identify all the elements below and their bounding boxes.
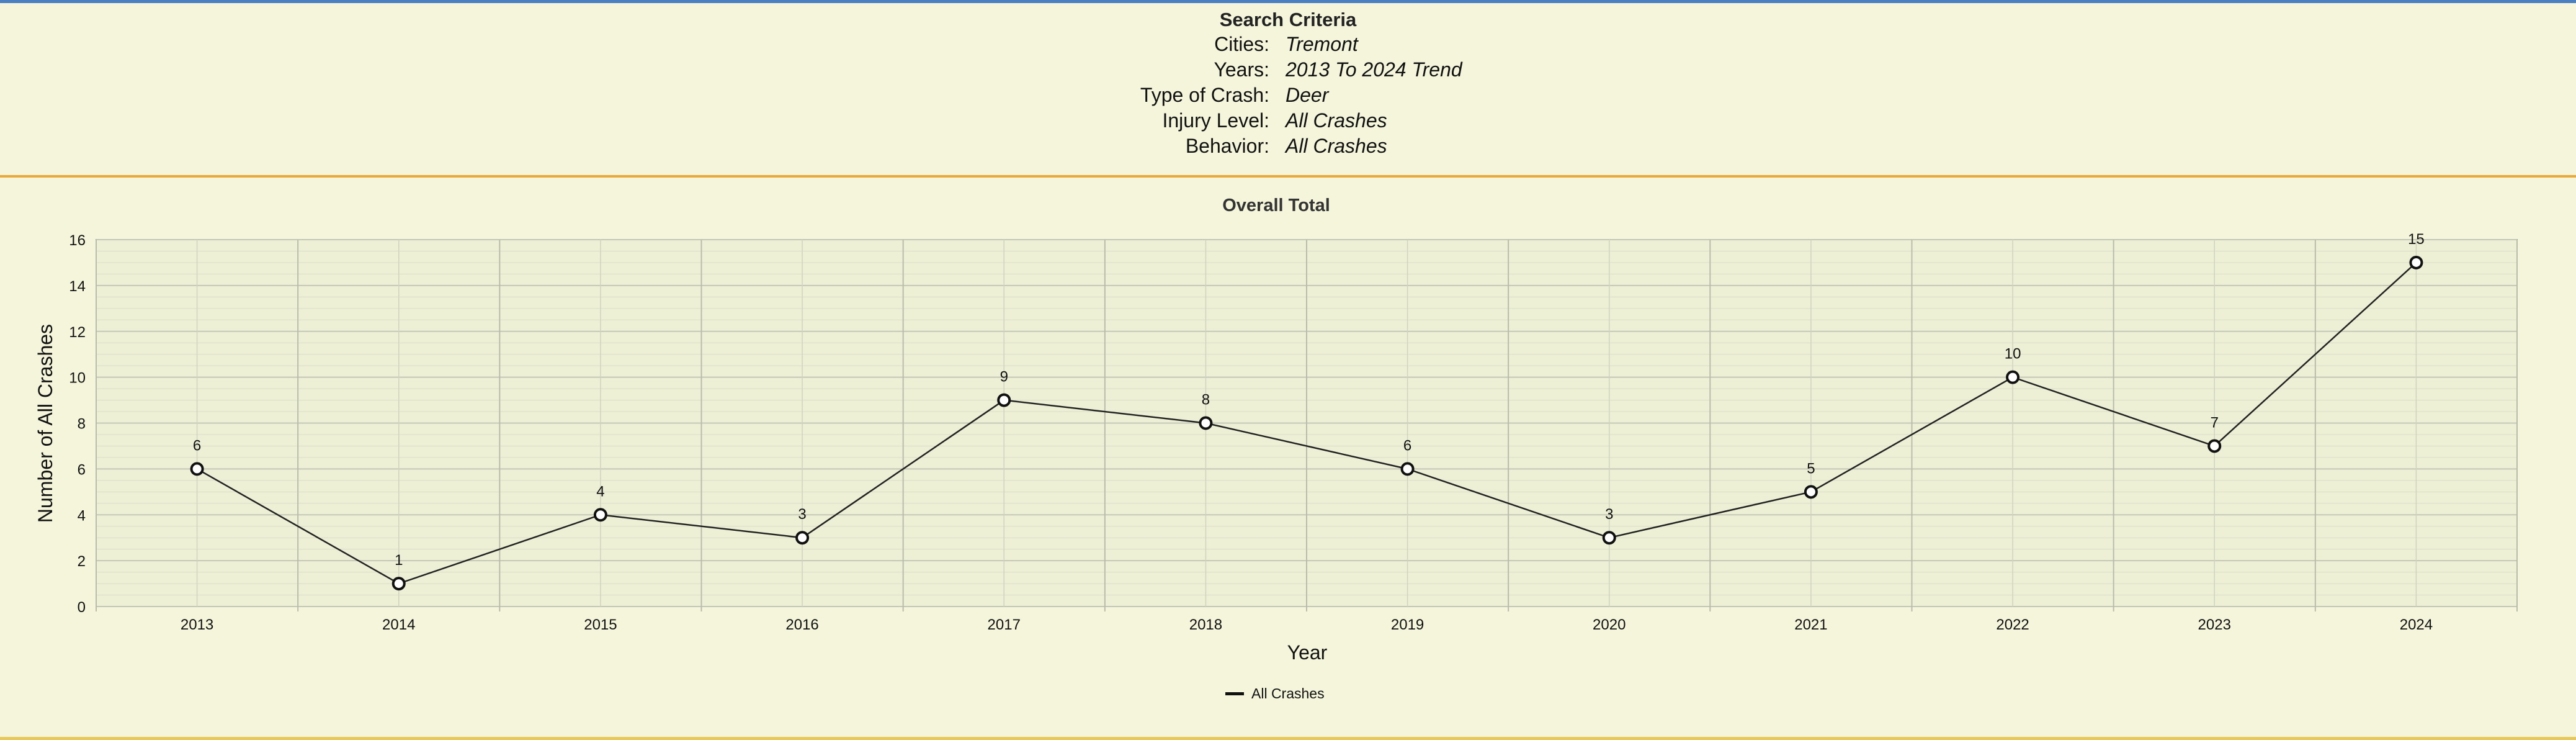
data-point[interactable] xyxy=(1400,462,1415,476)
criteria-row-injury-level: Injury Level: All Crashes xyxy=(0,109,2576,135)
data-point[interactable] xyxy=(997,393,1011,407)
data-label: 3 xyxy=(1605,506,1613,523)
x-tick-label: 2017 xyxy=(988,616,1021,633)
section-divider xyxy=(0,175,2576,178)
y-tick-label: 16 xyxy=(69,232,86,249)
chart-legend[interactable]: All Crashes xyxy=(1225,683,1325,704)
criteria-label: Cities: xyxy=(1214,33,1269,55)
criteria-value: All Crashes xyxy=(1286,135,1387,157)
data-point[interactable] xyxy=(391,577,406,591)
criteria-label: Years: xyxy=(1214,58,1269,81)
data-point[interactable] xyxy=(1199,416,1213,430)
y-tick-label: 12 xyxy=(69,324,86,341)
criteria-value: All Crashes xyxy=(1286,109,1387,132)
criteria-row-type-of-crash: Type of Crash: Deer xyxy=(0,84,2576,110)
data-point[interactable] xyxy=(2207,439,2222,453)
criteria-label: Injury Level: xyxy=(1162,109,1269,132)
series-all-crashes: 6 1 4 3 9 8 6 3 5 10 7 15 xyxy=(190,231,2425,591)
criteria-value: 2013 To 2024 Trend xyxy=(1286,58,1462,81)
data-point[interactable] xyxy=(795,531,810,545)
grid-lines xyxy=(96,239,2518,611)
y-tick-label: 4 xyxy=(78,507,86,524)
y-tick-label: 10 xyxy=(69,370,86,387)
legend-label: All Crashes xyxy=(1251,685,1325,702)
criteria-row-years: Years: 2013 To 2024 Trend xyxy=(0,58,2576,84)
x-tick-label: 2020 xyxy=(1593,616,1626,633)
x-tick-label: 2024 xyxy=(2400,616,2433,633)
data-label: 6 xyxy=(193,437,201,454)
data-label: 5 xyxy=(1807,460,1815,477)
criteria-row-behavior: Behavior: All Crashes xyxy=(0,135,2576,161)
x-tick-label: 2018 xyxy=(1189,616,1222,633)
chart-title: Overall Total xyxy=(1222,196,1330,215)
x-tick-label: 2019 xyxy=(1391,616,1424,633)
y-tick-label: 6 xyxy=(78,461,86,478)
data-label: 7 xyxy=(2211,414,2219,431)
x-tick-label: 2013 xyxy=(181,616,213,633)
data-point[interactable] xyxy=(2006,370,2020,384)
search-criteria-title: Search Criteria xyxy=(1219,9,1357,30)
data-label: 10 xyxy=(2005,346,2021,363)
search-criteria-panel: Search Criteria Cities: Tremont Years: 2… xyxy=(0,5,2576,173)
data-point[interactable] xyxy=(593,508,607,522)
bottom-rule xyxy=(0,737,2576,740)
data-point[interactable] xyxy=(190,462,204,476)
data-label: 15 xyxy=(2408,231,2425,248)
data-point[interactable] xyxy=(1602,531,1616,545)
top-rule xyxy=(0,0,2576,3)
x-tick-label: 2022 xyxy=(1996,616,2029,633)
criteria-label: Behavior: xyxy=(1185,135,1269,157)
data-label: 4 xyxy=(596,483,604,500)
x-tick-label: 2023 xyxy=(2198,616,2231,633)
x-tick-label: 2015 xyxy=(584,616,617,633)
y-tick-label: 8 xyxy=(78,416,86,433)
y-tick-label: 14 xyxy=(69,278,86,295)
data-point[interactable] xyxy=(1804,485,1818,499)
criteria-label: Type of Crash: xyxy=(1140,84,1269,106)
x-tick-label: 2016 xyxy=(785,616,818,633)
criteria-row-cities: Cities: Tremont xyxy=(0,33,2576,59)
y-tick-label: 0 xyxy=(78,599,86,616)
data-point[interactable] xyxy=(2409,255,2423,269)
data-label: 3 xyxy=(798,506,806,523)
x-tick-label: 2021 xyxy=(1794,616,1827,633)
x-tick-label: 2014 xyxy=(382,616,415,633)
criteria-value: Deer xyxy=(1286,84,1329,106)
x-axis-label: Year xyxy=(1287,641,1328,664)
data-label: 8 xyxy=(1202,392,1210,408)
data-label: 1 xyxy=(395,552,403,569)
legend-swatch xyxy=(1225,692,1244,695)
y-axis-label: Number of All Crashes xyxy=(34,324,56,523)
series-line xyxy=(196,262,2417,585)
data-label: 6 xyxy=(1403,437,1411,454)
x-axis-ticks: 2013 2014 2015 2016 2017 2018 2019 2020 2021 2022… xyxy=(181,616,2433,633)
y-axis-ticks: 0 2 4 6 8 10 12 14 16 xyxy=(69,232,86,616)
criteria-value: Tremont xyxy=(1286,33,1358,55)
y-tick-label: 2 xyxy=(78,553,86,570)
data-label: 9 xyxy=(1000,369,1008,386)
